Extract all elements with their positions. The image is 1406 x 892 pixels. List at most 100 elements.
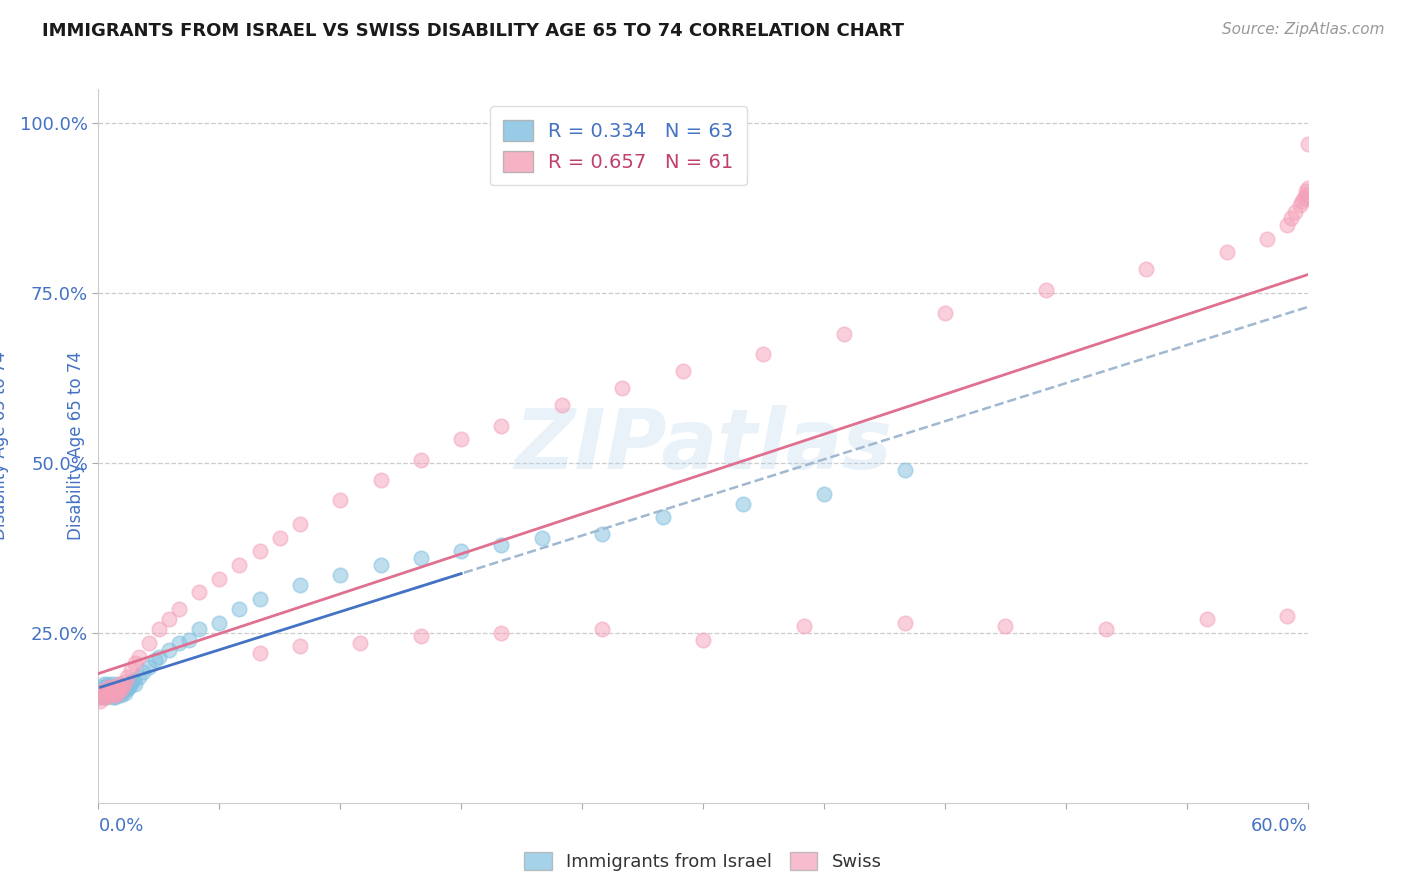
Point bbox=[103, 681, 125, 696]
Point bbox=[132, 665, 155, 680]
Point bbox=[120, 677, 142, 691]
Point bbox=[329, 493, 352, 508]
Point bbox=[329, 568, 352, 582]
Point bbox=[148, 623, 170, 637]
Point bbox=[934, 306, 956, 320]
Text: ZIPatlas: ZIPatlas bbox=[515, 406, 891, 486]
Point bbox=[100, 683, 122, 698]
Point bbox=[288, 640, 311, 654]
Point bbox=[105, 687, 128, 701]
Point bbox=[893, 463, 915, 477]
Point bbox=[1296, 180, 1319, 194]
Point bbox=[370, 558, 392, 572]
Point bbox=[97, 687, 120, 701]
Point bbox=[107, 683, 129, 698]
Point bbox=[103, 687, 125, 701]
Text: 60.0%: 60.0% bbox=[1251, 817, 1308, 835]
Point bbox=[105, 681, 128, 696]
Point bbox=[994, 619, 1017, 633]
Point bbox=[89, 690, 111, 705]
Point bbox=[110, 681, 132, 696]
Point bbox=[813, 486, 835, 500]
Point bbox=[103, 689, 125, 703]
Point bbox=[1277, 608, 1299, 623]
Point bbox=[115, 670, 138, 684]
Point bbox=[143, 653, 166, 667]
Text: 0.0%: 0.0% bbox=[98, 817, 143, 835]
Point bbox=[228, 602, 250, 616]
Point bbox=[101, 680, 124, 694]
Point bbox=[128, 649, 150, 664]
Point bbox=[269, 531, 291, 545]
Point bbox=[228, 558, 250, 572]
Point bbox=[100, 687, 122, 701]
Point bbox=[107, 687, 129, 701]
Point bbox=[1216, 245, 1239, 260]
Point bbox=[97, 680, 120, 694]
Point bbox=[249, 646, 271, 660]
Legend: Immigrants from Israel, Swiss: Immigrants from Israel, Swiss bbox=[517, 845, 889, 879]
Point bbox=[249, 591, 271, 606]
Point bbox=[167, 636, 190, 650]
Point bbox=[1281, 211, 1303, 226]
Point bbox=[157, 612, 180, 626]
Text: Source: ZipAtlas.com: Source: ZipAtlas.com bbox=[1222, 22, 1385, 37]
Point bbox=[1277, 218, 1299, 232]
Point bbox=[591, 623, 613, 637]
Point bbox=[101, 690, 124, 705]
Point bbox=[491, 626, 513, 640]
Point bbox=[124, 657, 146, 671]
Point bbox=[96, 690, 118, 705]
Point bbox=[93, 683, 115, 698]
Point bbox=[91, 683, 114, 698]
Point bbox=[208, 615, 231, 630]
Point bbox=[409, 551, 432, 566]
Point bbox=[114, 686, 136, 700]
Point bbox=[114, 680, 136, 694]
Point bbox=[105, 680, 128, 694]
Point bbox=[733, 497, 755, 511]
Point bbox=[409, 629, 432, 643]
Point bbox=[288, 517, 311, 532]
Legend: R = 0.334   N = 63, R = 0.657   N = 61: R = 0.334 N = 63, R = 0.657 N = 61 bbox=[489, 106, 747, 186]
Point bbox=[651, 510, 673, 524]
Point bbox=[110, 681, 132, 696]
Y-axis label: Disability Age 65 to 74: Disability Age 65 to 74 bbox=[0, 351, 8, 541]
Point bbox=[103, 680, 125, 694]
Point bbox=[100, 680, 122, 694]
Point bbox=[93, 690, 115, 705]
Point bbox=[832, 326, 855, 341]
Point bbox=[249, 544, 271, 558]
Point bbox=[97, 677, 120, 691]
Point bbox=[91, 687, 114, 701]
Point bbox=[111, 683, 134, 698]
Point bbox=[1296, 136, 1319, 151]
Point bbox=[111, 679, 134, 693]
Point bbox=[110, 689, 132, 703]
Point bbox=[409, 452, 432, 467]
Point bbox=[188, 623, 211, 637]
Point bbox=[551, 398, 574, 412]
Point bbox=[97, 683, 120, 698]
Point bbox=[138, 636, 160, 650]
Point bbox=[101, 687, 124, 701]
Text: IMMIGRANTS FROM ISRAEL VS SWISS DISABILITY AGE 65 TO 74 CORRELATION CHART: IMMIGRANTS FROM ISRAEL VS SWISS DISABILI… bbox=[42, 22, 904, 40]
Point bbox=[114, 674, 136, 689]
Point bbox=[349, 636, 371, 650]
Point bbox=[1135, 262, 1157, 277]
Point bbox=[100, 681, 122, 696]
Point bbox=[1292, 191, 1315, 205]
Point bbox=[118, 680, 141, 694]
Point bbox=[101, 683, 124, 698]
Point bbox=[1256, 232, 1278, 246]
Point bbox=[100, 686, 122, 700]
Point bbox=[93, 683, 115, 698]
Point bbox=[752, 347, 775, 361]
Point bbox=[1295, 184, 1317, 198]
Point bbox=[893, 615, 915, 630]
Point bbox=[124, 677, 146, 691]
Point bbox=[96, 680, 118, 694]
Point bbox=[93, 690, 115, 705]
Point bbox=[1284, 204, 1306, 219]
Point bbox=[1291, 194, 1313, 209]
